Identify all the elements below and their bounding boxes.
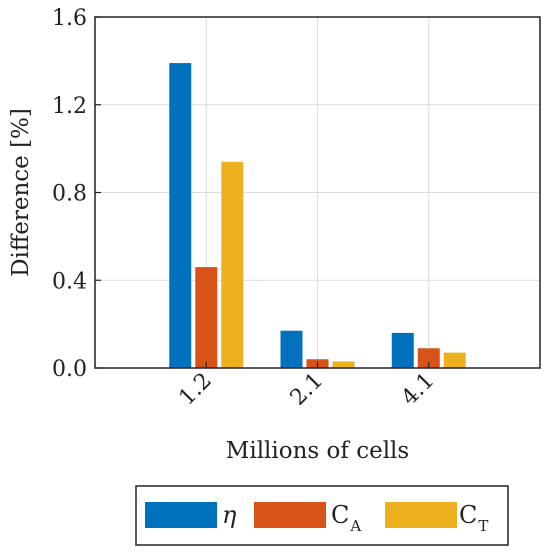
x-axis-label: Millions of cells	[226, 438, 409, 464]
bar-1-2.1	[280, 330, 303, 368]
x-tick-label: 4.1	[397, 368, 439, 410]
legend-label-2: CA	[331, 501, 361, 535]
bar-2-1.2	[195, 267, 218, 368]
y-tick-label: 0.8	[52, 182, 87, 207]
y-axis-label: Difference [%]	[8, 108, 34, 277]
bar-2-4.1	[417, 348, 440, 368]
legend-swatch-1	[145, 502, 217, 528]
y-tick-label: 0.4	[52, 269, 87, 294]
y-tick-label: 1.2	[52, 94, 87, 119]
x-tick-label: 1.2	[174, 368, 216, 410]
bars	[169, 63, 466, 368]
legend-label-main: C	[331, 501, 349, 529]
bar-1-1.2	[169, 63, 192, 368]
bar-3-2.1	[332, 361, 355, 368]
bar-3-4.1	[443, 352, 466, 368]
x-tick-labels: 1.2 2.1 4.1	[174, 362, 439, 411]
y-tick-labels: 0.0 0.4 0.8 1.2 1.6	[52, 6, 101, 382]
y-tick-label: 0.0	[52, 357, 87, 382]
legend-label-subscript: A	[349, 517, 361, 535]
legend-label-1: η	[222, 501, 237, 529]
legend-swatch-3	[385, 502, 457, 528]
grid-lines	[95, 16, 540, 369]
legend-label-main: η	[222, 501, 237, 529]
legend: η CA CT	[135, 485, 509, 546]
legend-label-subscript: T	[478, 517, 488, 535]
bar-3-1.2	[221, 161, 244, 368]
legend-label-main: C	[459, 501, 477, 529]
x-tick-label: 2.1	[286, 368, 328, 410]
legend-label-3: CT	[459, 501, 488, 535]
bar-1-4.1	[391, 332, 414, 368]
y-tick-label: 1.6	[52, 6, 87, 31]
legend-swatch-2	[254, 502, 326, 528]
